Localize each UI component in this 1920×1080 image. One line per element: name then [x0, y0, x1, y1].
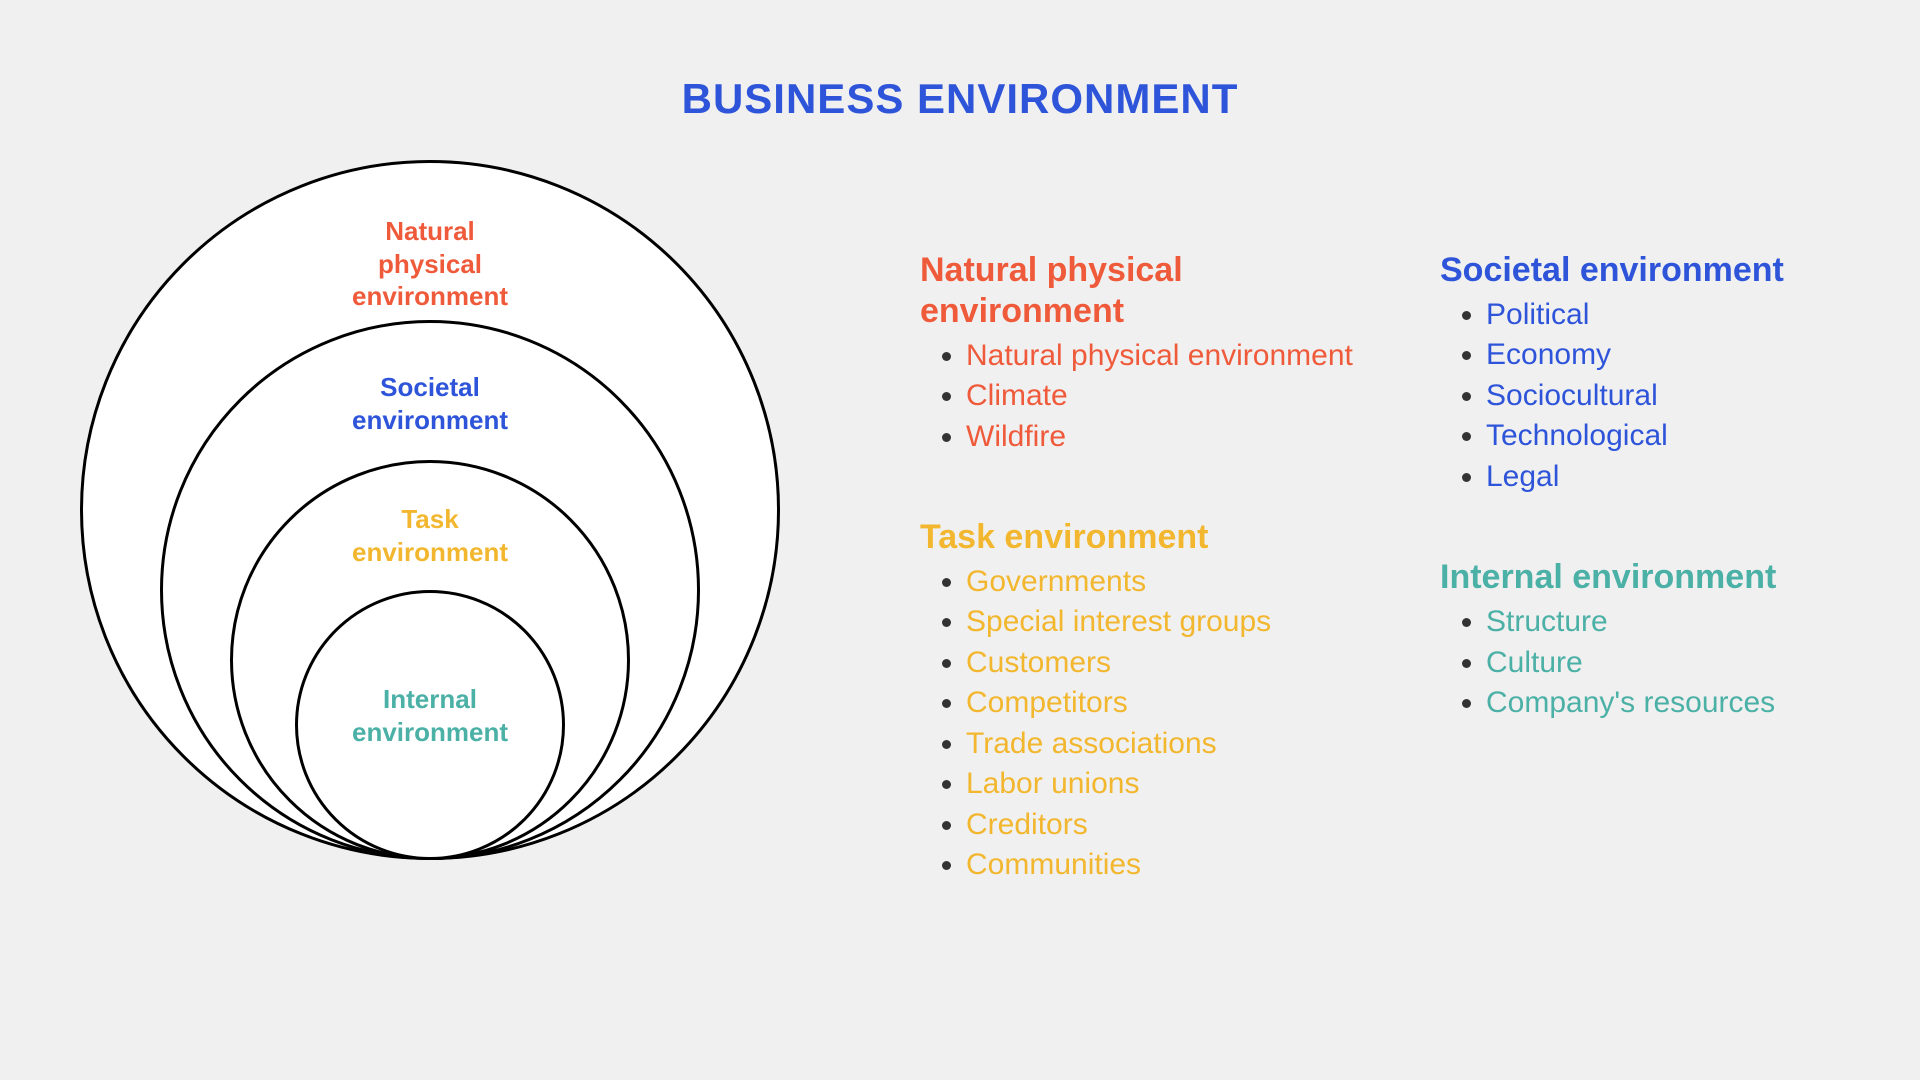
ring-label-natural: Naturalphysicalenvironment [83, 215, 777, 313]
list-items-natural: Natural physical environmentClimateWildf… [920, 336, 1380, 458]
list-group-natural: Natural physical environmentNatural phys… [920, 250, 1380, 457]
list-heading-societal: Societal environment [1440, 250, 1900, 291]
list-item: Creditors [966, 805, 1380, 846]
list-item: Sociocultural [1486, 376, 1900, 417]
list-heading-internal: Internal environment [1440, 557, 1900, 598]
list-item: Competitors [966, 683, 1380, 724]
list-items-task: GovernmentsSpecial interest groupsCustom… [920, 562, 1380, 886]
ring-internal: Internalenvironment [295, 590, 565, 860]
page-title: BUSINESS ENVIRONMENT [0, 75, 1920, 123]
list-item: Natural physical environment [966, 336, 1380, 377]
nested-circles-diagram: Naturalphysicalenvironment Societalenviro… [80, 160, 800, 980]
list-item: Political [1486, 295, 1900, 336]
list-item: Culture [1486, 643, 1900, 684]
ring-label-societal: Societalenvironment [163, 371, 697, 436]
list-heading-task: Task environment [920, 517, 1380, 558]
list-heading-natural: Natural physical environment [920, 250, 1380, 332]
list-group-task: Task environmentGovernmentsSpecial inter… [920, 517, 1380, 886]
list-items-societal: PoliticalEconomySocioculturalTechnologic… [1440, 295, 1900, 498]
list-item: Special interest groups [966, 602, 1380, 643]
list-items-internal: StructureCultureCompany's resources [1440, 602, 1900, 724]
ring-label-internal: Internalenvironment [298, 683, 562, 748]
ring-label-task: Taskenvironment [233, 503, 627, 568]
list-item: Governments [966, 562, 1380, 603]
list-item: Customers [966, 643, 1380, 684]
list-item: Structure [1486, 602, 1900, 643]
list-item: Legal [1486, 457, 1900, 498]
list-item: Trade associations [966, 724, 1380, 765]
list-item: Climate [966, 376, 1380, 417]
list-item: Wildfire [966, 417, 1380, 458]
list-column-0: Natural physical environmentNatural phys… [920, 250, 1380, 886]
list-item: Communities [966, 845, 1380, 886]
legend-lists: Natural physical environmentNatural phys… [920, 250, 1900, 886]
list-column-1: Societal environmentPoliticalEconomySoci… [1440, 250, 1900, 886]
list-item: Technological [1486, 416, 1900, 457]
list-item: Labor unions [966, 764, 1380, 805]
list-item: Company's resources [1486, 683, 1900, 724]
list-group-societal: Societal environmentPoliticalEconomySoci… [1440, 250, 1900, 497]
list-group-internal: Internal environmentStructureCultureComp… [1440, 557, 1900, 723]
list-item: Economy [1486, 335, 1900, 376]
